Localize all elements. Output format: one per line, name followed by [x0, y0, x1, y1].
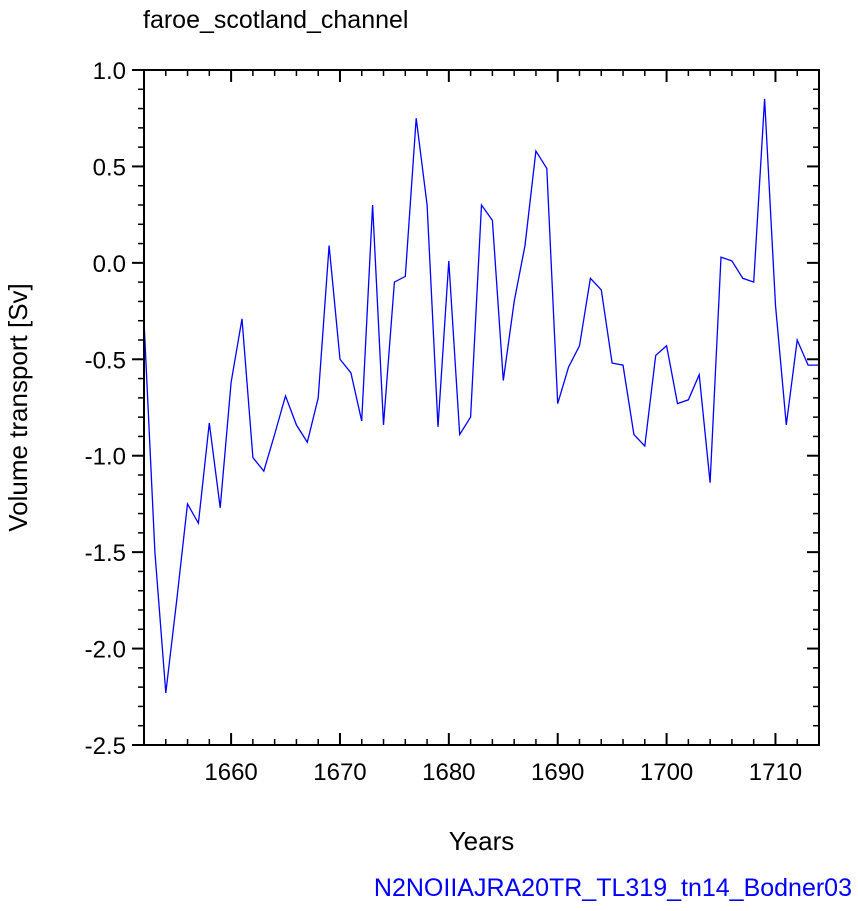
x-tick-label: 1680 [422, 759, 475, 786]
y-tick-label: -1.0 [85, 444, 126, 471]
y-tick-label: 0.0 [93, 251, 126, 278]
y-tick-label: -2.0 [85, 637, 126, 664]
y-tick-label: -1.5 [85, 540, 126, 567]
plot-frame [143, 69, 820, 746]
x-tick-label: 1670 [313, 759, 366, 786]
x-axis-label: Years [449, 826, 515, 856]
y-tick-label: -2.5 [85, 733, 126, 760]
x-tick-label: 1690 [531, 759, 584, 786]
x-tick-label: 1660 [204, 759, 257, 786]
y-tick-label: 0.5 [93, 154, 126, 181]
x-tick-label: 1700 [640, 759, 693, 786]
y-tick-label: 1.0 [93, 58, 126, 85]
y-tick-label: -0.5 [85, 347, 126, 374]
x-tick-labels: 1660 1670 1680 1690 1700 1710 [204, 759, 802, 786]
footer-label: N2NOIIAJRA20TR_TL319_tn14_Bodner03 [374, 874, 852, 902]
chart-title: faroe_scotland_channel [143, 6, 408, 34]
y-tick-labels: -2.5 -2.0 -1.5 -1.0 -0.5 0.0 0.5 1.0 [85, 58, 126, 760]
major-ticks [132, 69, 819, 746]
y-axis-label: Volume transport [Sv] [3, 283, 33, 532]
series-line [143, 98, 819, 693]
minor-ticks [138, 70, 820, 745]
x-tick-label: 1710 [749, 759, 802, 786]
